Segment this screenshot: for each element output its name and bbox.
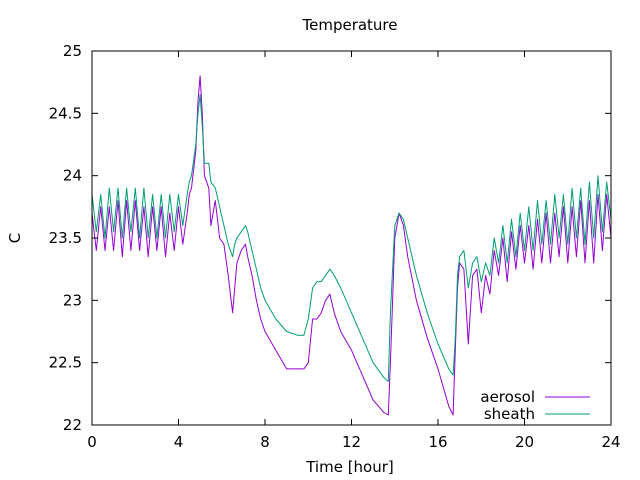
series-line-aerosol	[91, 75, 612, 416]
x-tick-label: 4	[174, 433, 184, 451]
x-tick-label: 20	[515, 433, 534, 451]
x-axis-label: Time [hour]	[305, 458, 394, 476]
y-tick-label: 22.5	[49, 354, 82, 372]
x-tick-label: 16	[428, 433, 447, 451]
x-tick-label: 8	[260, 433, 270, 451]
x-tick-label: 0	[87, 433, 97, 451]
y-axis-label: C	[6, 233, 24, 243]
chart-title: Temperature	[301, 16, 397, 34]
y-tick-label: 25	[63, 42, 82, 60]
axes-layer: 0 4 8 12 16 20 24 22 22.5 23 23.5 24 24.5 25	[49, 42, 621, 451]
x-tick-label: 12	[342, 433, 361, 451]
y-tick-label: 24.5	[49, 104, 82, 122]
series-line-sheath	[91, 94, 612, 382]
y-tick-label: 23	[63, 291, 82, 309]
x-tick-label: 24	[601, 433, 620, 451]
y-tick-label: 22	[63, 416, 82, 434]
y-tick-label: 24	[63, 167, 82, 185]
legend-label-sheath: sheath	[484, 405, 535, 423]
legend-label-aerosol: aerosol	[480, 388, 535, 406]
y-tick-label: 23.5	[49, 229, 82, 247]
plot-frame	[91, 50, 612, 426]
series-layer	[91, 75, 612, 416]
